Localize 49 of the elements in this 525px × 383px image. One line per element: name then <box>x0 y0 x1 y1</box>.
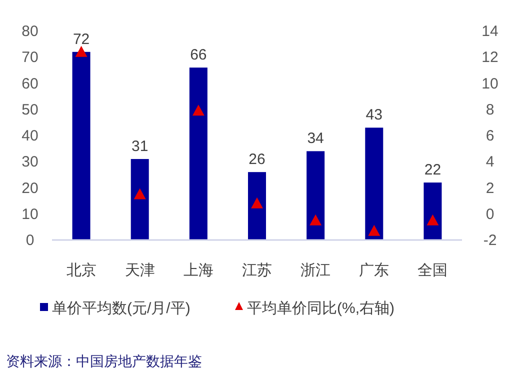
y-tick-label: 80 <box>22 23 38 40</box>
data-label: 31 <box>132 138 148 156</box>
data-label: 66 <box>190 46 207 64</box>
y2-tick-label: 12 <box>482 49 498 66</box>
point <box>75 46 88 57</box>
point <box>192 104 204 116</box>
x-tick-label: 上海 <box>183 262 214 279</box>
point <box>368 224 380 236</box>
y-tick-label: 0 <box>26 232 34 249</box>
point <box>426 214 439 226</box>
text: 资料来源：中国房地产数据年鉴 <box>6 353 202 369</box>
bar <box>424 182 442 240</box>
bar <box>189 68 208 240</box>
x-tick-label: 江苏 <box>242 262 272 279</box>
y2-tick-label: 8 <box>486 101 494 118</box>
x-tick-label: 天津 <box>124 262 155 279</box>
x-tick-label: 浙江 <box>300 262 331 279</box>
point <box>310 214 322 226</box>
y2-tick-label: 2 <box>486 180 494 197</box>
data-label: 26 <box>248 151 266 168</box>
bar <box>306 151 325 240</box>
y2-tick-label: -2 <box>483 232 497 249</box>
point <box>251 197 263 208</box>
bar <box>365 128 384 240</box>
y-tick-label: 30 <box>22 154 38 171</box>
y-tick-label: 50 <box>22 101 38 118</box>
legend-label: 单价平均数(元/月/平) <box>52 300 190 317</box>
data-label: 34 <box>307 130 324 148</box>
data-label: 22 <box>424 162 442 179</box>
data-label: 72 <box>72 30 90 48</box>
bar <box>130 159 149 240</box>
y-tick-label: 10 <box>22 206 38 223</box>
x-tick-label: 全国 <box>418 262 448 279</box>
bar <box>248 172 266 240</box>
y2-tick-label: 0 <box>486 206 494 223</box>
y-tick-label: 60 <box>22 75 38 92</box>
y2-tick-label: 4 <box>486 154 494 171</box>
data-label: 43 <box>366 106 382 124</box>
y2-tick-label: 6 <box>486 128 494 144</box>
y-tick-label: 70 <box>22 49 38 66</box>
point <box>134 188 146 200</box>
y2-tick-label: 14 <box>482 23 498 40</box>
y2-tick-label: 10 <box>482 75 498 92</box>
x-tick-label: 广东 <box>359 262 390 279</box>
y-tick-label: 40 <box>22 128 38 144</box>
y-tick-label: 20 <box>22 180 38 197</box>
bar <box>72 52 90 240</box>
legend-label: 平均单价同比(%,右轴) <box>247 300 394 317</box>
x-tick-label: 北京 <box>66 262 96 279</box>
